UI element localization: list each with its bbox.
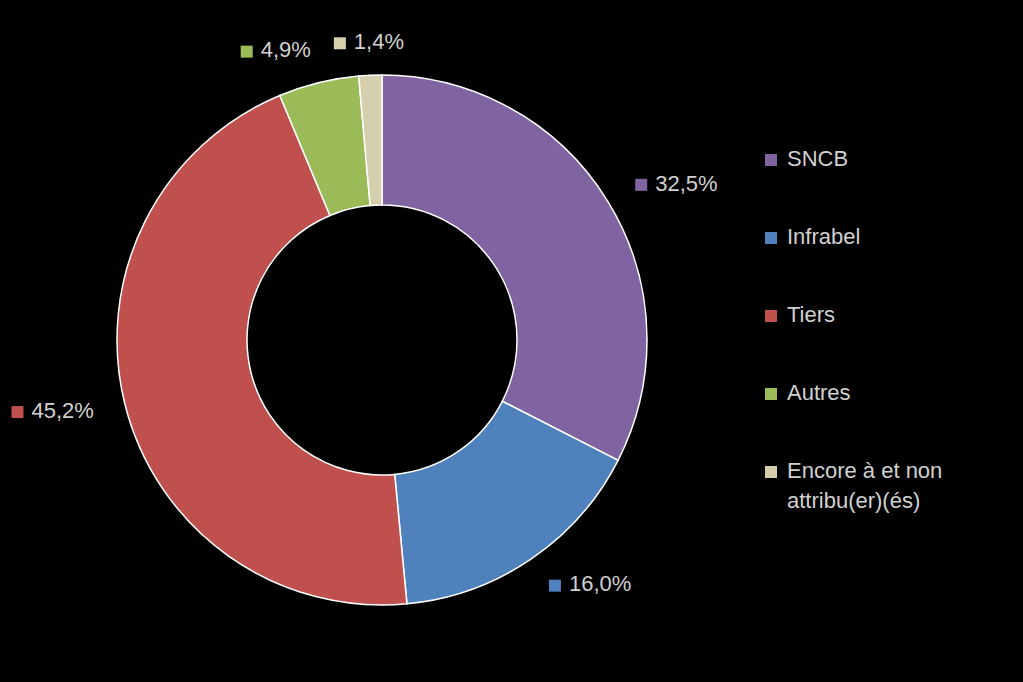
slice bbox=[359, 75, 382, 206]
background bbox=[0, 0, 1023, 682]
data-label-group: 32,5% bbox=[635, 171, 717, 196]
legend-label: Autres bbox=[787, 380, 851, 405]
data-label-group: 1,4% bbox=[334, 29, 404, 54]
data-label-group: 4,9% bbox=[241, 37, 311, 62]
data-label-marker bbox=[334, 37, 346, 49]
legend-swatch bbox=[765, 232, 777, 244]
legend-label: Tiers bbox=[787, 302, 835, 327]
legend-label: Infrabel bbox=[787, 224, 860, 249]
data-label-marker bbox=[241, 46, 253, 58]
data-label: 45,2% bbox=[31, 398, 93, 423]
legend-label: SNCB bbox=[787, 146, 848, 171]
data-label-group: 45,2% bbox=[11, 398, 93, 423]
data-label: 32,5% bbox=[655, 171, 717, 196]
legend-swatch bbox=[765, 310, 777, 322]
slice bbox=[280, 76, 370, 215]
data-label-marker bbox=[11, 406, 23, 418]
data-label: 16,0% bbox=[569, 571, 631, 596]
data-label-marker bbox=[635, 179, 647, 191]
chart: 32,5% 16,0% 45,2% 4,9% 1,4% SNCB Infrabel Tiers… bbox=[0, 0, 1023, 682]
legend-swatch bbox=[765, 154, 777, 166]
data-label: 4,9% bbox=[261, 37, 311, 62]
data-label-group: 16,0% bbox=[549, 571, 631, 596]
data-label-marker bbox=[549, 580, 561, 592]
slice bbox=[382, 75, 647, 460]
legend-label: Encore à et non attribu(er)(és) bbox=[787, 458, 948, 513]
data-label: 1,4% bbox=[354, 29, 404, 54]
legend-swatch bbox=[765, 388, 777, 400]
legend: SNCB Infrabel Tiers Autres Encore à et non a… bbox=[765, 146, 948, 513]
data-labels: 32,5% 16,0% 45,2% 4,9% 1,4% bbox=[11, 29, 717, 596]
slices bbox=[117, 75, 647, 605]
legend-swatch bbox=[765, 466, 777, 478]
